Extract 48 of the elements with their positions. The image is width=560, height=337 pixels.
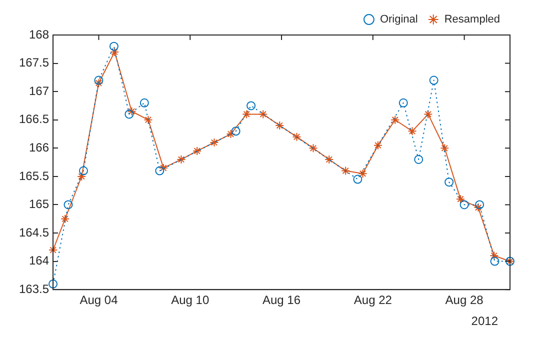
- point: [127, 106, 136, 116]
- point: [308, 144, 318, 153]
- point: [258, 110, 268, 119]
- point: [275, 121, 284, 130]
- y-tick-label: 165.5: [19, 168, 50, 183]
- x-tick-label: Aug 22: [354, 293, 392, 308]
- point: [144, 115, 153, 124]
- y-tick-label: 164.5: [19, 225, 50, 240]
- point: [341, 166, 350, 176]
- y-tick-label: 166: [29, 140, 50, 154]
- y-tick-label: 163.5: [19, 282, 50, 296]
- point: [60, 214, 70, 224]
- point: [324, 154, 334, 164]
- point: [210, 138, 219, 147]
- point: [78, 166, 88, 176]
- y-tick-label: 168: [29, 27, 50, 42]
- point: [94, 78, 104, 88]
- point: [490, 251, 499, 260]
- point: [94, 76, 104, 85]
- text: 2012: [471, 314, 498, 328]
- y-tick-label: 167: [29, 84, 50, 98]
- point: [110, 47, 120, 56]
- point: [192, 146, 202, 156]
- point: [292, 132, 302, 142]
- point: [158, 163, 168, 172]
- point: [373, 140, 382, 150]
- point: [226, 130, 236, 139]
- x-tick-label: Aug 16: [262, 293, 301, 308]
- point: [424, 110, 433, 119]
- point: [440, 144, 450, 153]
- point: [176, 154, 186, 164]
- y-tick-label: 164: [29, 254, 50, 268]
- point: [390, 115, 400, 124]
- y-tick-label: 166.5: [19, 112, 50, 126]
- legend-label: Original: [380, 14, 418, 26]
- x-tick-label: Aug 04: [80, 293, 118, 308]
- point: [77, 172, 86, 181]
- point: [474, 203, 483, 212]
- legend-label: Resampled: [444, 14, 500, 26]
- x-tick-label: Aug 10: [171, 293, 210, 308]
- point: [109, 42, 118, 51]
- point: [242, 110, 252, 119]
- point: [456, 194, 465, 204]
- point: [358, 169, 368, 178]
- y-tick-label: 167.5: [19, 56, 50, 70]
- point: [408, 126, 417, 136]
- y-tick-label: 165: [29, 197, 50, 212]
- x-tick-label: Aug 28: [445, 293, 484, 308]
